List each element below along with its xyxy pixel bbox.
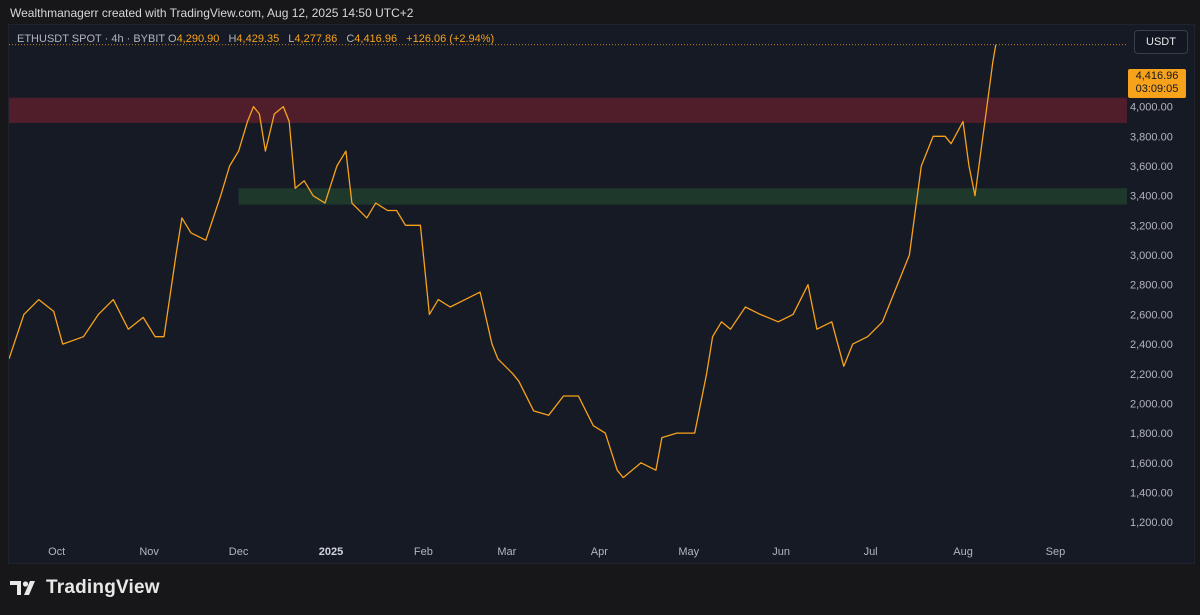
tradingview-wordmark: TradingView [46,577,160,598]
y-tick-label: 2,400.00 [1130,339,1173,351]
change-value: +126.06 (+2.94%) [406,33,495,45]
x-tick-label: Aug [953,546,973,558]
price-line [9,44,997,479]
high-value: 4,429.35 [236,33,280,45]
y-tick-label: 1,400.00 [1130,487,1173,499]
x-tick-label: Nov [139,546,159,558]
open-label: O [168,33,177,45]
last-price-tag: 4,416.96 03:09:05 [1128,69,1186,98]
y-tick-label: 2,600.00 [1130,309,1173,321]
price-chart[interactable]: 4,200.004,000.003,800.003,600.003,400.00… [9,25,1194,563]
y-tick-label: 1,600.00 [1130,458,1173,470]
bar-countdown: 03:09:05 [1135,83,1179,95]
x-tick-label: Oct [48,546,65,558]
y-tick-label: 3,400.00 [1130,191,1173,203]
high-label: H [228,33,237,45]
y-tick-label: 3,600.00 [1130,161,1173,173]
y-tick-label: 2,000.00 [1130,398,1173,410]
y-tick-label: 2,200.00 [1130,369,1173,381]
resistance-zone [9,97,1127,123]
low-label: L [288,33,295,45]
y-tick-label: 4,000.00 [1130,102,1173,114]
tradingview-logo-icon [10,581,35,595]
x-tick-label: Mar [497,546,516,558]
x-tick-label: May [678,546,699,558]
tradingview-brand[interactable]: TradingView [10,577,160,599]
low-value: 4,277.86 [294,33,338,45]
x-tick-label: Apr [591,546,608,558]
y-tick-label: 3,800.00 [1130,131,1173,143]
y-tick-label: 3,000.00 [1130,250,1173,262]
support-zone [238,188,1127,205]
open-value: 4,290.90 [176,33,220,45]
y-tick-label: 1,800.00 [1130,428,1173,440]
last-price-value: 4,416.96 [1135,70,1179,82]
chart-caption: Wealthmanagerr created with TradingView.… [10,6,414,20]
x-tick-label: Feb [414,546,433,558]
y-tick-label: 3,200.00 [1130,220,1173,232]
x-tick-label: Jul [864,546,878,558]
x-tick-label: Jun [772,546,790,558]
symbol-label: ETHUSDT SPOT · 4h · BYBIT [17,33,165,45]
currency-button[interactable]: USDT [1134,30,1188,54]
x-tick-label: Sep [1046,546,1066,558]
chart-panel[interactable]: 4,200.004,000.003,800.003,600.003,400.00… [8,24,1195,564]
y-tick-label: 2,800.00 [1130,280,1173,292]
ohlc-legend: ETHUSDT SPOT · 4h · BYBIT O4,290.90 H4,4… [17,33,494,45]
close-value: 4,416.96 [354,33,398,45]
x-tick-label: Dec [229,546,249,558]
y-tick-label: 1,200.00 [1130,517,1173,529]
close-label: C [346,33,355,45]
x-tick-label: 2025 [319,546,343,558]
